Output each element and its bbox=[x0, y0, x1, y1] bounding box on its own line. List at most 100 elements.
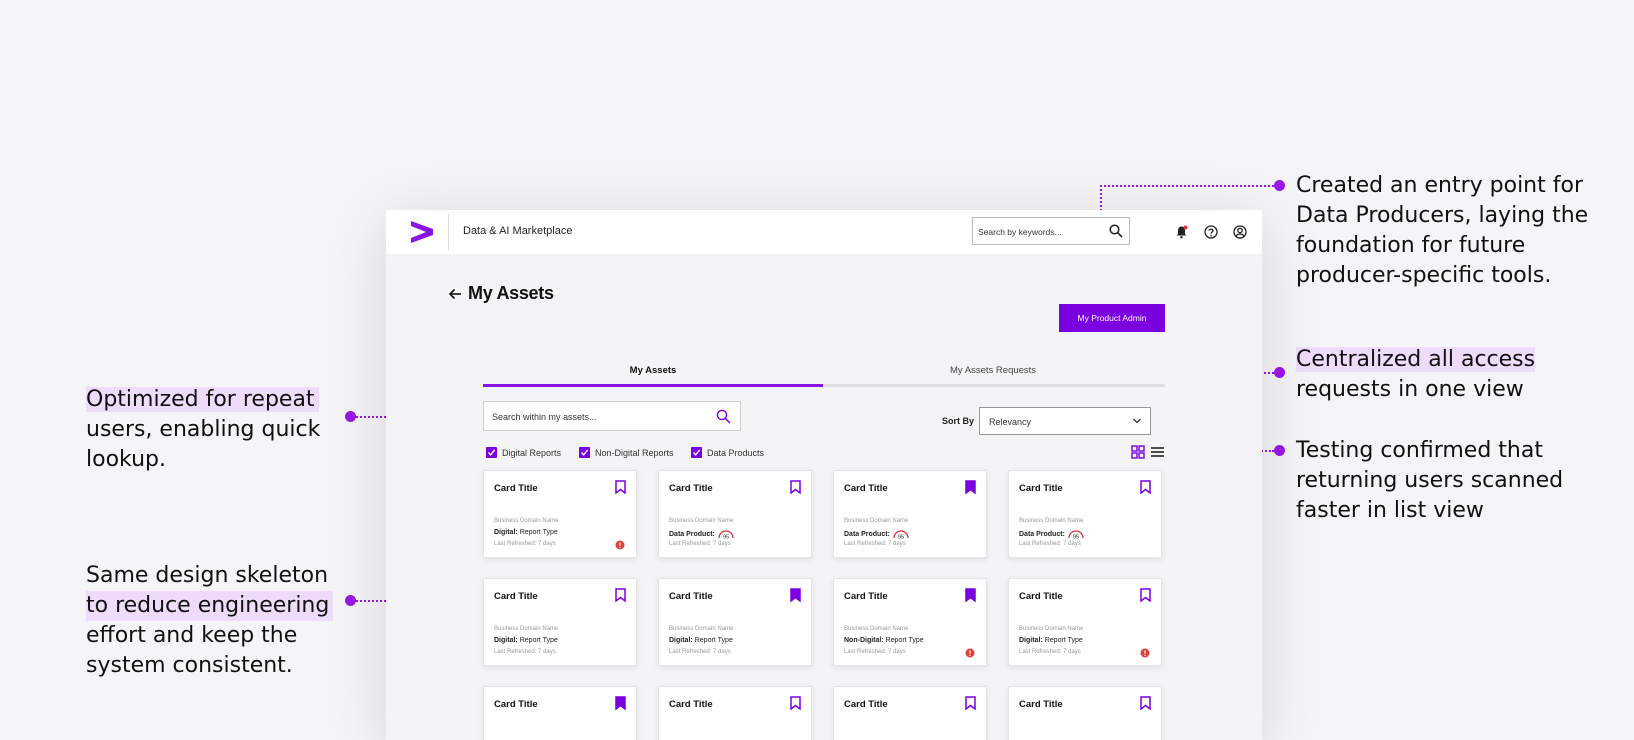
app-name: Data & AI Marketplace bbox=[463, 225, 573, 237]
tab-my-assets-requests[interactable]: My Assets Requests bbox=[950, 365, 1037, 376]
asset-card[interactable]: Card Title Business Domain Name Digital: Re… bbox=[483, 470, 637, 558]
annotation-entry-point: Created an entry point for Data Producer… bbox=[1296, 173, 1589, 288]
account-icon[interactable] bbox=[1233, 225, 1247, 239]
asset-type: Non-Digital: Report Type bbox=[844, 637, 924, 644]
asset-type-label: Digital: bbox=[494, 529, 518, 536]
business-domain: Business Domain Name bbox=[669, 518, 734, 524]
accenture-chevron-icon[interactable] bbox=[410, 220, 434, 244]
asset-type-value: Report Type bbox=[1044, 637, 1083, 644]
help-icon[interactable] bbox=[1204, 225, 1218, 239]
filter-data-products[interactable]: Data Products bbox=[691, 447, 764, 458]
asset-type-value: Report Type bbox=[885, 637, 924, 644]
search-icon[interactable] bbox=[716, 409, 731, 424]
card-title: Card Title bbox=[844, 699, 888, 710]
asset-card[interactable]: Card Title Business Domain Name Data Produ… bbox=[833, 470, 987, 558]
bell-icon[interactable] bbox=[1175, 225, 1188, 239]
asset-type-label: Digital: bbox=[1019, 637, 1043, 644]
asset-type-label: Data Product: bbox=[1019, 530, 1065, 538]
card-title: Card Title bbox=[669, 591, 713, 602]
assets-search-input[interactable]: Search within my assets... bbox=[483, 401, 741, 431]
asset-card[interactable]: Card Title bbox=[483, 686, 637, 740]
bookmark-icon[interactable] bbox=[790, 696, 801, 710]
card-title: Card Title bbox=[494, 699, 538, 710]
last-refreshed: Last Refreshed: 7 days bbox=[669, 541, 731, 547]
bookmark-icon[interactable] bbox=[1140, 588, 1151, 602]
asset-type-label: Non-Digital: bbox=[844, 637, 884, 644]
bookmark-icon[interactable] bbox=[790, 480, 801, 494]
annotation-repeat-users: Optimized for repeat users, enabling qui… bbox=[86, 387, 321, 472]
asset-card[interactable]: Card Title Business Domain Name Digital: Re… bbox=[1008, 578, 1162, 666]
business-domain: Business Domain Name bbox=[494, 626, 559, 632]
search-icon[interactable] bbox=[1109, 224, 1123, 238]
last-refreshed: Last Refreshed: 7 days bbox=[1019, 541, 1081, 547]
card-title: Card Title bbox=[494, 483, 538, 494]
bookmark-icon[interactable] bbox=[1140, 480, 1151, 494]
back-arrow-icon[interactable] bbox=[448, 288, 462, 300]
asset-card[interactable]: Card Title bbox=[833, 686, 987, 740]
page-title: My Assets bbox=[468, 283, 554, 303]
checkbox-checked-icon[interactable] bbox=[486, 447, 497, 458]
annotation-centralized: Centralized all access requests in one v… bbox=[1296, 347, 1536, 402]
bookmark-icon[interactable] bbox=[965, 696, 976, 710]
card-title: Card Title bbox=[1019, 483, 1063, 494]
bookmark-filled-icon[interactable] bbox=[965, 588, 976, 602]
bookmark-filled-icon[interactable] bbox=[965, 480, 976, 494]
bookmark-icon[interactable] bbox=[615, 588, 626, 602]
bookmark-icon[interactable] bbox=[1140, 696, 1151, 710]
tab-my-assets[interactable]: My Assets bbox=[629, 365, 677, 376]
annotation-design-skeleton: Same design skeleton to reduce engineeri… bbox=[86, 561, 334, 681]
top-bar: Data & AI Marketplace Search by keywords… bbox=[386, 210, 1262, 254]
bookmark-filled-icon[interactable] bbox=[790, 588, 801, 602]
last-refreshed: Last Refreshed: 7 days bbox=[1019, 649, 1081, 655]
keyword-search-input[interactable]: Search by keywords... bbox=[972, 217, 1130, 245]
asset-card[interactable]: Card Title Business Domain Name Non-Digita… bbox=[833, 578, 987, 666]
asset-card[interactable]: Card Title Business Domain Name Digital: Re… bbox=[658, 578, 812, 666]
active-tab-indicator bbox=[483, 384, 823, 387]
alert-icon bbox=[1140, 648, 1150, 658]
asset-type-label: Data Product: bbox=[669, 530, 715, 538]
annotation-dot bbox=[345, 595, 356, 606]
bookmark-icon[interactable] bbox=[615, 480, 626, 494]
business-domain: Business Domain Name bbox=[669, 626, 734, 632]
asset-type-value: Report Type bbox=[519, 529, 558, 536]
annotation-list-view: Testing confirmed that returning users s… bbox=[1296, 438, 1564, 523]
filter-non-digital-reports[interactable]: Non-Digital Reports bbox=[579, 447, 674, 458]
last-refreshed: Last Refreshed: 7 days bbox=[494, 649, 556, 655]
asset-type-value: Report Type bbox=[519, 637, 558, 644]
divider bbox=[448, 214, 449, 250]
asset-card[interactable]: Card Title Business Domain Name Data Produ… bbox=[1008, 470, 1162, 558]
last-refreshed: Last Refreshed: 7 days bbox=[669, 649, 731, 655]
grid-view-icon[interactable] bbox=[1131, 445, 1145, 459]
bookmark-filled-icon[interactable] bbox=[615, 696, 626, 710]
annotation-connector bbox=[1100, 185, 1274, 187]
asset-card[interactable]: Card Title bbox=[658, 686, 812, 740]
sort-label: Sort By bbox=[942, 416, 975, 426]
quality-score: 95 bbox=[723, 535, 729, 540]
chevron-down-icon bbox=[1133, 418, 1141, 424]
card-title: Card Title bbox=[669, 699, 713, 710]
card-title: Card Title bbox=[1019, 591, 1063, 602]
alert-icon bbox=[615, 540, 625, 550]
filter-digital-reports[interactable]: Digital Reports bbox=[486, 447, 561, 458]
asset-card[interactable]: Card Title Business Domain Name Data Produ… bbox=[658, 470, 812, 558]
my-product-admin-button[interactable]: My Product Admin bbox=[1059, 304, 1165, 332]
quality-score: 95 bbox=[1073, 535, 1079, 540]
quality-gauge-icon: 95 bbox=[893, 530, 909, 539]
last-refreshed: Last Refreshed: 7 days bbox=[494, 541, 556, 547]
annotation-dot bbox=[345, 411, 356, 422]
business-domain: Business Domain Name bbox=[494, 518, 559, 524]
app-window: Data & AI Marketplace Search by keywords… bbox=[386, 210, 1262, 740]
business-domain: Business Domain Name bbox=[844, 626, 909, 632]
asset-type-value: Report Type bbox=[694, 637, 733, 644]
card-title: Card Title bbox=[1019, 699, 1063, 710]
business-domain: Business Domain Name bbox=[1019, 626, 1084, 632]
checkbox-checked-icon[interactable] bbox=[579, 447, 590, 458]
list-view-icon[interactable] bbox=[1150, 445, 1165, 459]
annotation-dot bbox=[1274, 367, 1285, 378]
asset-card[interactable]: Card Title bbox=[1008, 686, 1162, 740]
sort-select[interactable]: Relevancy bbox=[979, 407, 1151, 435]
checkbox-checked-icon[interactable] bbox=[691, 447, 702, 458]
tab-bar bbox=[483, 384, 1165, 387]
asset-card[interactable]: Card Title Business Domain Name Digital: Re… bbox=[483, 578, 637, 666]
annotation-dot bbox=[1274, 445, 1285, 456]
